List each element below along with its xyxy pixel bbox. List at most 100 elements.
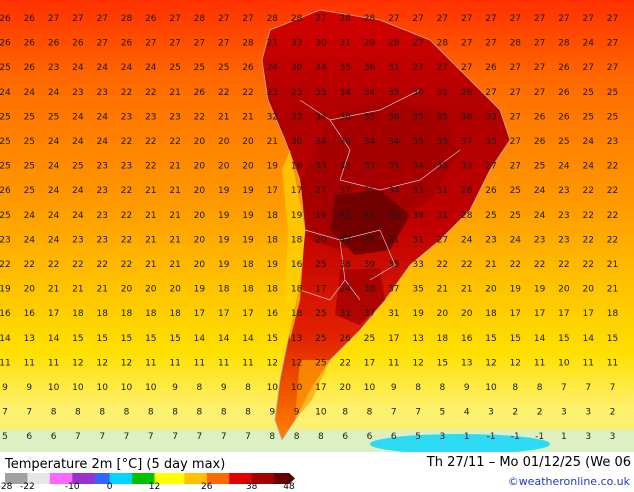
temperature-value: 21: [169, 260, 180, 270]
temperature-value: 35: [388, 88, 399, 98]
temperature-value: 8: [51, 408, 57, 418]
temperature-value: 24: [24, 88, 36, 98]
temperature-value: 14: [218, 334, 230, 344]
temperature-value: 34: [339, 137, 351, 147]
temperature-value: 20: [194, 260, 206, 270]
temperature-value: 27: [96, 14, 107, 24]
temperature-value: 8: [342, 408, 348, 418]
temperature-value: 33: [412, 186, 423, 196]
temperature-value: 23: [72, 88, 83, 98]
temperature-value: 27: [607, 14, 618, 24]
temperature-value: 23: [267, 88, 278, 98]
temperature-value: 11: [169, 358, 180, 368]
temperature-value: 22: [558, 260, 569, 270]
temperature-value: 28: [388, 39, 400, 49]
temperature-value: 22: [607, 186, 618, 196]
temperature-value: 27: [242, 14, 253, 24]
temperature-value: 38: [339, 260, 351, 270]
temperature-value: 10: [291, 383, 303, 393]
colorbar-segment: [72, 473, 96, 484]
temperature-value: 14: [242, 334, 254, 344]
temperature-value: 31: [412, 235, 423, 245]
temperature-value: 8: [172, 408, 178, 418]
temperature-value: 19: [267, 260, 279, 270]
temperature-value: 20: [218, 137, 230, 147]
temperature-value: 27: [510, 63, 521, 73]
temperature-value: 23: [96, 235, 107, 245]
temperature-value: 22: [461, 260, 472, 270]
colorbar-tick-label: 12: [148, 482, 161, 492]
temperature-value: 23: [96, 186, 107, 196]
temperature-value: 6: [391, 432, 397, 442]
temperature-value: 25: [72, 162, 83, 172]
temperature-value: 17: [510, 309, 521, 319]
temperature-value: 10: [72, 383, 84, 393]
temperature-value: 5: [440, 408, 446, 418]
temperature-value: 38: [412, 211, 424, 221]
temperature-value: 22: [510, 260, 521, 270]
temperature-value: 7: [221, 432, 227, 442]
temperature-value: 19: [315, 211, 327, 221]
temperature-value: 36: [339, 112, 351, 122]
temperature-value: 24: [582, 162, 594, 172]
temperature-value: 17: [48, 309, 59, 319]
temperature-value: 28: [461, 88, 473, 98]
temperature-value: 13: [412, 334, 423, 344]
temperature-value: 35: [339, 63, 350, 73]
colorbar-tick-label: -28: [0, 482, 13, 492]
temperature-value: 3: [585, 408, 591, 418]
temperature-value: 11: [24, 358, 35, 368]
temperature-value: 12: [412, 358, 423, 368]
temperature-value: 9: [172, 383, 178, 393]
temperature-value: 27: [534, 39, 545, 49]
temperature-value: 8: [75, 408, 81, 418]
temperature-value: 21: [242, 112, 253, 122]
temperature-value: 17: [315, 285, 326, 295]
temperature-value: 21: [485, 260, 496, 270]
temperature-value: 25: [169, 63, 180, 73]
temperature-value: 20: [218, 162, 230, 172]
temperature-value: 20: [242, 137, 254, 147]
temperature-value: 22: [339, 358, 350, 368]
temperature-value: 26: [558, 63, 570, 73]
temperature-value: 23: [72, 235, 83, 245]
source-credit-link[interactable]: ©weatheronline.co.uk: [507, 475, 630, 488]
temperature-value: 27: [388, 14, 399, 24]
temperature-value: 27: [412, 39, 423, 49]
temperature-value: 28: [194, 14, 206, 24]
temperature-value: 24: [72, 112, 84, 122]
temperature-value: 27: [534, 88, 545, 98]
temperature-value: 23: [48, 63, 59, 73]
temperature-value: 5: [415, 432, 421, 442]
colorbar-segment: [132, 473, 155, 484]
temperature-value: 24: [534, 211, 546, 221]
temperature-value: 24: [96, 63, 108, 73]
temperature-value: 26: [0, 186, 11, 196]
temperature-value: 22: [48, 260, 59, 270]
temperature-value: 22: [437, 260, 448, 270]
temperature-value: 20: [315, 235, 327, 245]
temperature-value: 26: [485, 63, 497, 73]
temperature-value: 21: [461, 285, 472, 295]
temperature-value: 28: [461, 211, 473, 221]
temperature-value: 14: [194, 334, 206, 344]
temperature-value: 3: [440, 432, 446, 442]
temperature-value: 19: [510, 285, 522, 295]
temperature-value: 27: [461, 14, 472, 24]
temperature-value: 25: [0, 162, 11, 172]
temperature-value: 34: [315, 112, 327, 122]
temperature-value: 31: [437, 186, 448, 196]
temperature-value: 35: [364, 186, 375, 196]
temperature-value: 16: [291, 260, 303, 270]
temperature-value: 27: [194, 39, 205, 49]
temperature-value: 31: [388, 63, 399, 73]
temperature-value: 28: [437, 39, 449, 49]
temperature-value: 27: [582, 63, 593, 73]
temperature-value: 27: [437, 63, 448, 73]
temperature-value: 19: [0, 285, 11, 295]
temperature-value: 24: [48, 137, 60, 147]
temperature-value: 26: [121, 39, 133, 49]
temperature-value: 2: [610, 408, 616, 418]
temperature-value: 35: [412, 112, 423, 122]
temperature-value: 23: [558, 235, 569, 245]
